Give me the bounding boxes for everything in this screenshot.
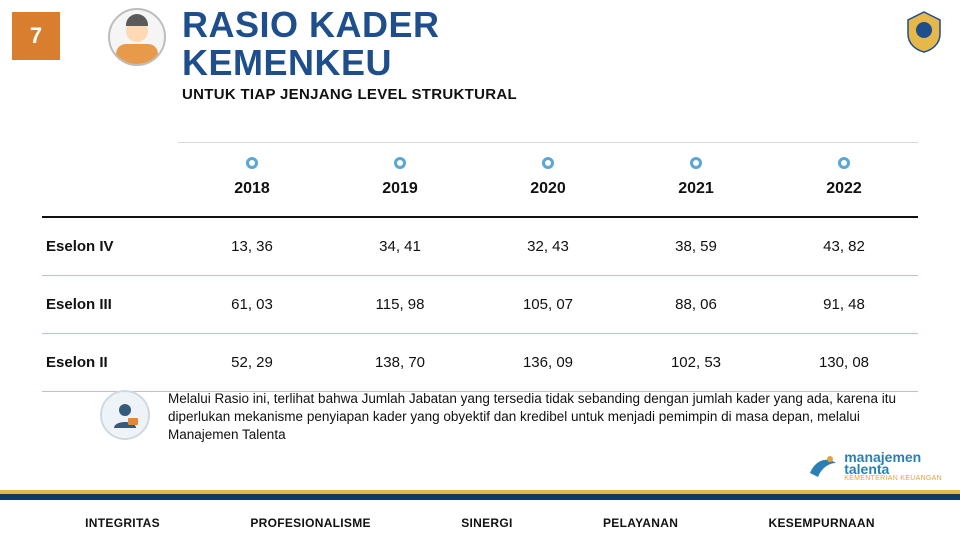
footer-value: PROFESIONALISME: [250, 516, 371, 530]
cell: 32, 43: [474, 217, 622, 276]
analyst-avatar-icon: [100, 390, 150, 440]
row-label: Eselon II: [42, 334, 178, 392]
footer-value: PELAYANAN: [603, 516, 678, 530]
footer-value: INTEGRITAS: [85, 516, 160, 530]
page-number-text: 7: [30, 23, 42, 49]
title-line-2: KEMENKEU: [182, 44, 517, 82]
year-label: 2022: [826, 180, 862, 197]
footer-value: SINERGI: [461, 516, 512, 530]
swoosh-icon: [808, 453, 838, 479]
table-corner-cell: [42, 143, 178, 218]
year-header: 2018: [178, 143, 326, 218]
title-line-1: RASIO KADER: [182, 6, 517, 44]
table-body: Eselon IV 13, 36 34, 41 32, 43 38, 59 43…: [42, 217, 918, 392]
title-block: RASIO KADER KEMENKEU UNTUK TIAP JENJANG …: [182, 6, 517, 103]
cell: 130, 08: [770, 334, 918, 392]
ratio-table: 2018 2019 2020 2021 2022 Eselon IV 13, 3…: [42, 142, 918, 392]
row-label: Eselon IV: [42, 217, 178, 276]
ministry-crest-icon: [904, 10, 944, 54]
page-number-badge: 7: [12, 12, 60, 60]
person-avatar-icon: [108, 8, 166, 66]
note-text: Melalui Rasio ini, terlihat bahwa Jumlah…: [168, 390, 920, 445]
cell: 38, 59: [622, 217, 770, 276]
year-label: 2019: [382, 180, 418, 197]
bullet-icon: [690, 157, 702, 169]
cell: 61, 03: [178, 276, 326, 334]
bullet-icon: [542, 157, 554, 169]
table-header-row: 2018 2019 2020 2021 2022: [42, 143, 918, 218]
cell: 52, 29: [178, 334, 326, 392]
year-label: 2020: [530, 180, 566, 197]
cell: 34, 41: [326, 217, 474, 276]
cell: 102, 53: [622, 334, 770, 392]
cell: 136, 09: [474, 334, 622, 392]
bullet-icon: [246, 157, 258, 169]
table-row: Eselon II 52, 29 138, 70 136, 09 102, 53…: [42, 334, 918, 392]
note-block: Melalui Rasio ini, terlihat bahwa Jumlah…: [100, 390, 920, 445]
year-label: 2018: [234, 180, 270, 197]
cell: 105, 07: [474, 276, 622, 334]
cell: 88, 06: [622, 276, 770, 334]
brand-tagline: KEMENTERIAN KEUANGAN: [844, 476, 942, 482]
cell: 91, 48: [770, 276, 918, 334]
year-header: 2021: [622, 143, 770, 218]
table-row: Eselon III 61, 03 115, 98 105, 07 88, 06…: [42, 276, 918, 334]
year-header: 2022: [770, 143, 918, 218]
footer-stripe: [0, 490, 960, 500]
cell: 138, 70: [326, 334, 474, 392]
year-label: 2021: [678, 180, 714, 197]
cell: 43, 82: [770, 217, 918, 276]
year-header: 2020: [474, 143, 622, 218]
footer-values: INTEGRITAS PROFESIONALISME SINERGI PELAY…: [0, 516, 960, 530]
bullet-icon: [394, 157, 406, 169]
table-row: Eselon IV 13, 36 34, 41 32, 43 38, 59 43…: [42, 217, 918, 276]
cell: 115, 98: [326, 276, 474, 334]
cell: 13, 36: [178, 217, 326, 276]
bullet-icon: [838, 157, 850, 169]
brand-logo: manajemen talenta KEMENTERIAN KEUANGAN: [808, 451, 942, 482]
row-label: Eselon III: [42, 276, 178, 334]
subtitle: UNTUK TIAP JENJANG LEVEL STRUKTURAL: [182, 86, 517, 103]
brand-text: manajemen talenta KEMENTERIAN KEUANGAN: [844, 451, 942, 482]
year-header: 2019: [326, 143, 474, 218]
footer-value: KESEMPURNAAN: [769, 516, 875, 530]
